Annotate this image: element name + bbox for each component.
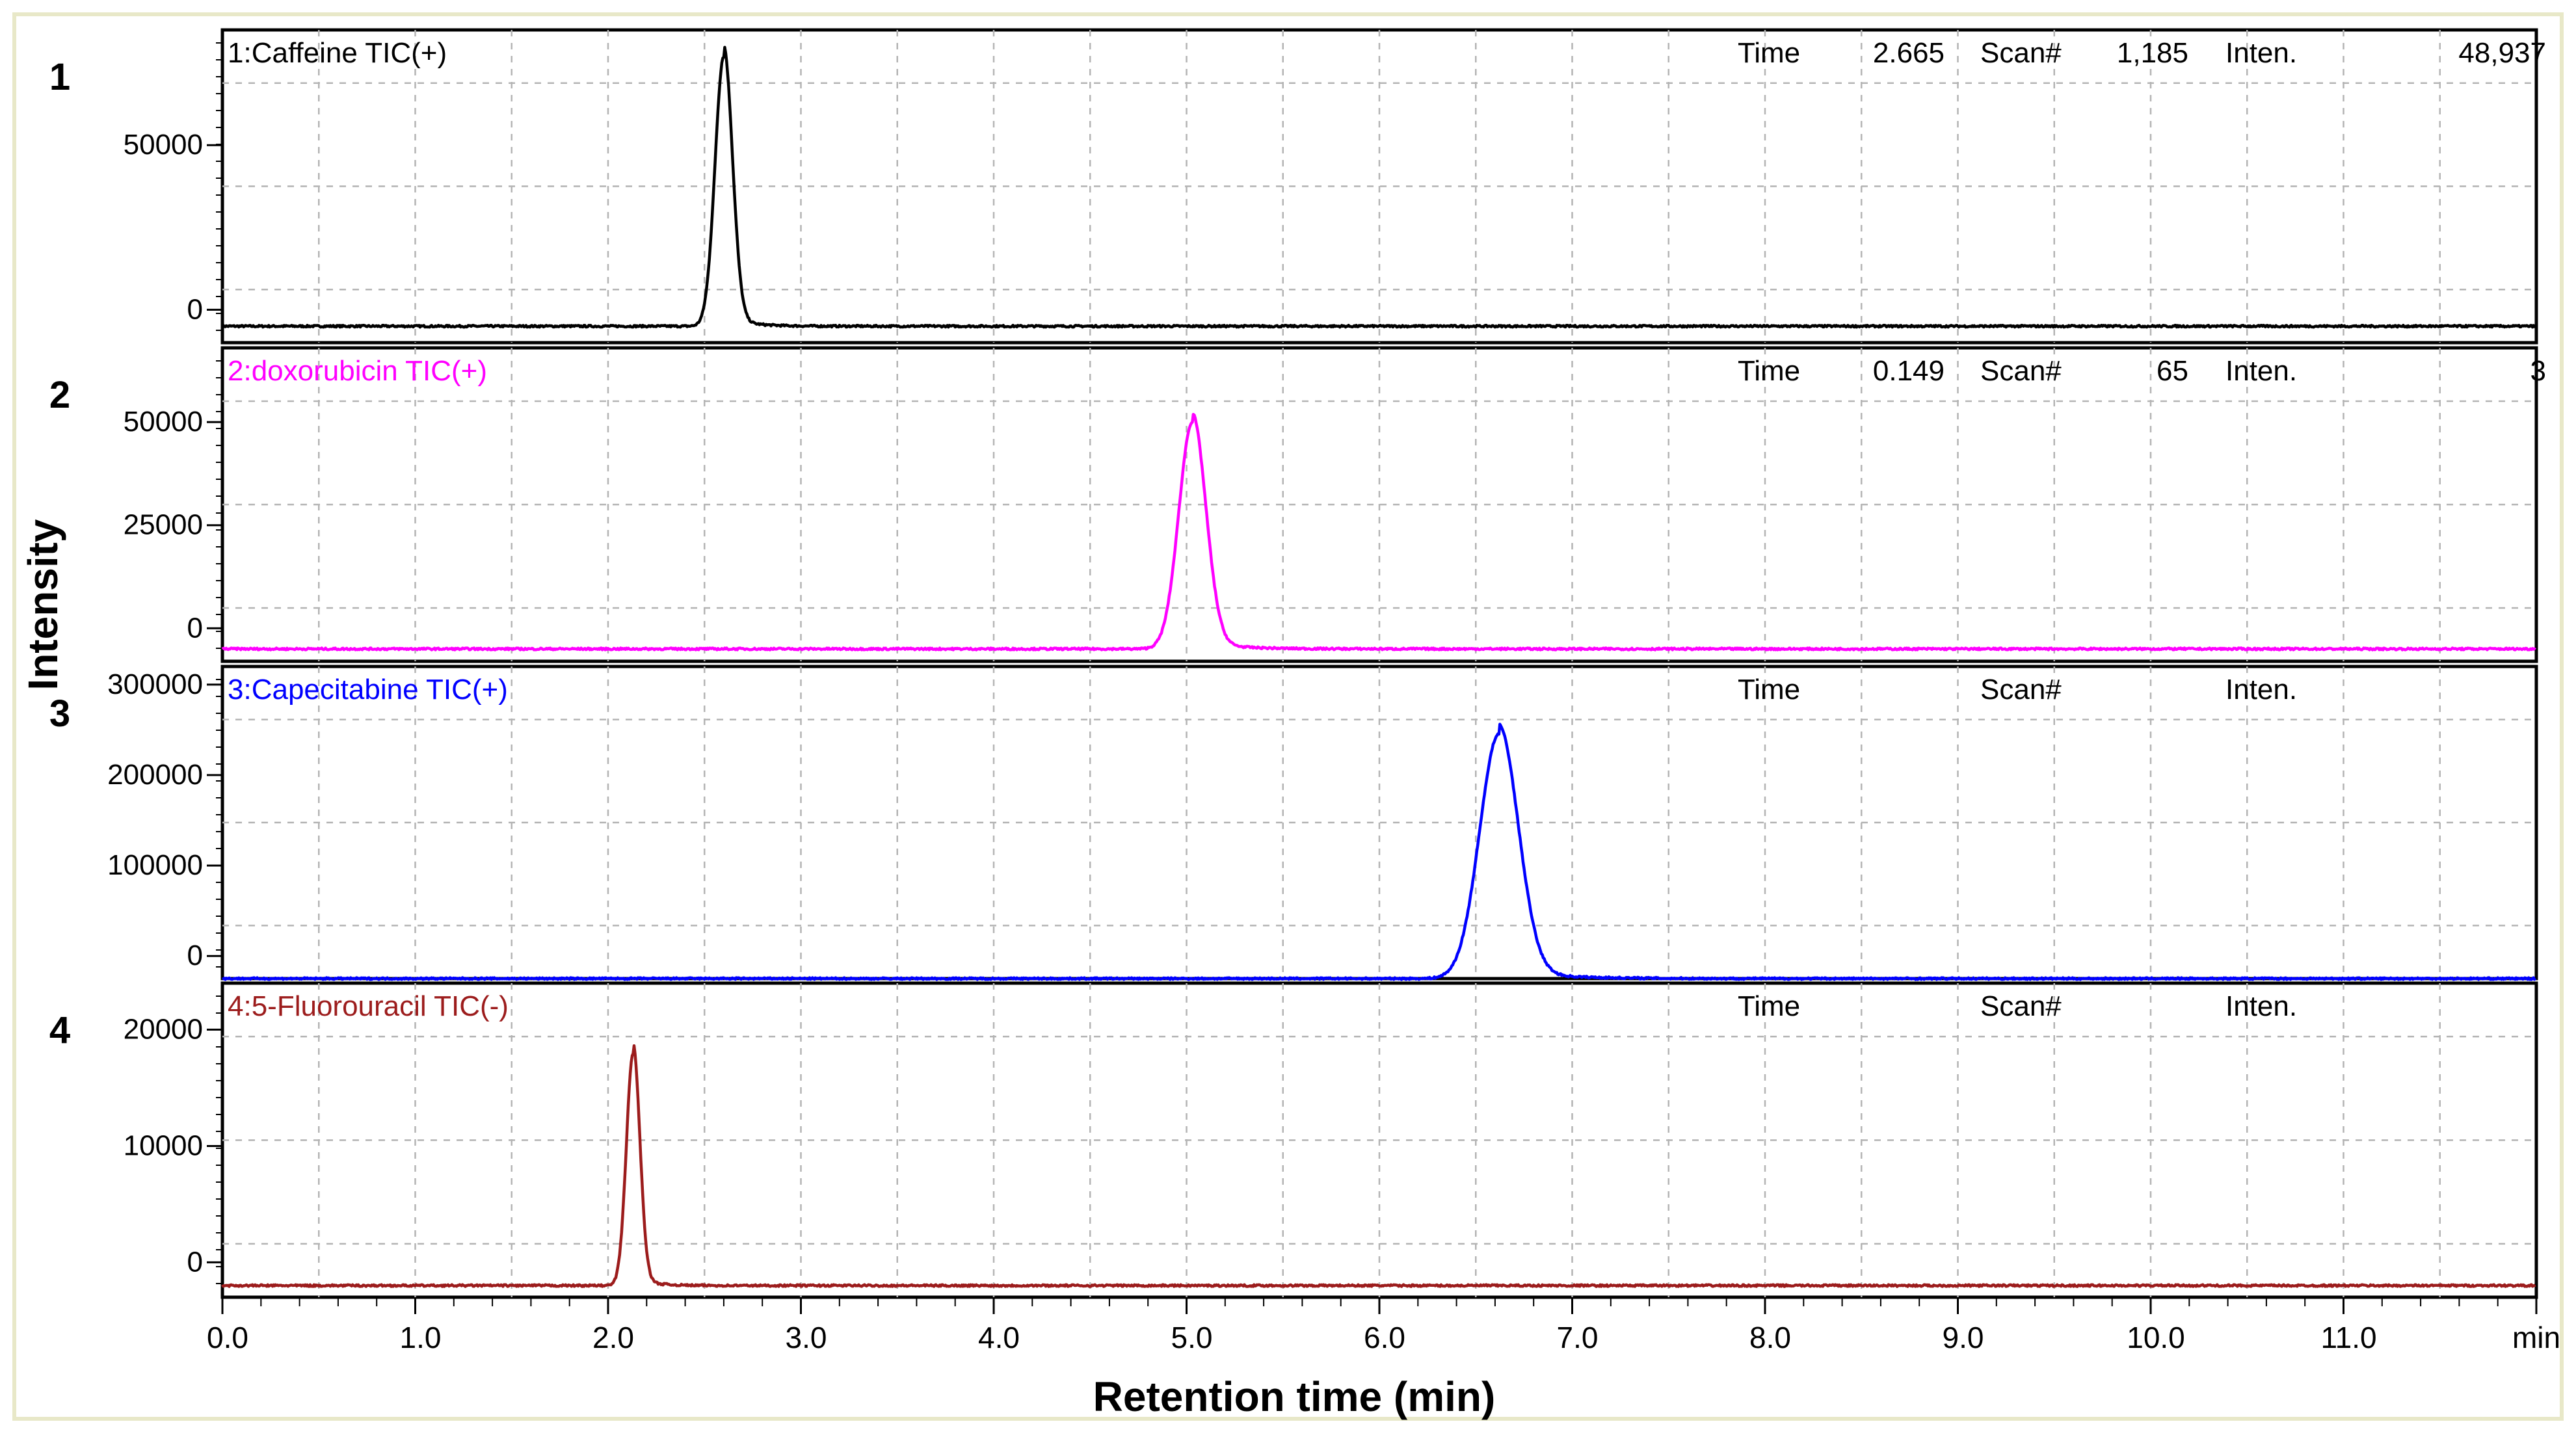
- trace-line: [222, 722, 2537, 981]
- panel-number: 1: [49, 56, 70, 98]
- info-scan: 1,185: [2117, 37, 2188, 69]
- panel-number: 3: [49, 692, 70, 735]
- x-tick-label: 11.0: [2320, 1321, 2376, 1354]
- y-tick-label: 0: [187, 940, 203, 971]
- y-tick-label: 50000: [124, 129, 203, 161]
- y-tick-label: 10000: [124, 1129, 203, 1161]
- x-tick-label: 5.0: [1171, 1321, 1213, 1354]
- panel-4: 0 10000 20000 4 4:5-Fluorouracil TIC(-) Time S…: [49, 981, 2538, 1299]
- y-tick-label: 50000: [124, 406, 203, 438]
- figure-border: [12, 12, 2564, 1421]
- y-tick-label: 0: [187, 293, 203, 325]
- x-tick-label: 7.0: [1557, 1321, 1599, 1354]
- info-inten: 3: [2530, 355, 2546, 387]
- x-tick-label: 4.0: [978, 1321, 1020, 1354]
- x-tick-label: 9.0: [1943, 1321, 1984, 1354]
- info-time-label: Time: [1738, 37, 1800, 69]
- y-tick-label: 100000: [107, 849, 203, 881]
- info-inten: 48,937: [2458, 37, 2546, 69]
- x-tick-label: 6.0: [1364, 1321, 1405, 1354]
- info-time: 2.665: [1873, 37, 1945, 69]
- info-inten-label: Inten.: [2225, 674, 2297, 705]
- trace-label: 2:doxorubicin TIC(+): [228, 355, 487, 387]
- x-tick-label: 3.0: [786, 1321, 827, 1354]
- x-tick-label: 2.0: [592, 1321, 634, 1354]
- x-unit-label: min: [2512, 1321, 2560, 1354]
- y-tick-label: 20000: [124, 1014, 203, 1046]
- trace-label: 3:Capecitabine TIC(+): [228, 674, 508, 705]
- x-tick-label: 10.0: [2127, 1321, 2185, 1354]
- panel-2: 0 25000 50000 2 2:doxorubicin TIC(+) Time 0.14…: [49, 346, 2546, 663]
- x-tick-label: 1.0: [400, 1321, 442, 1354]
- panel-1: 0 50000 1 1:Caffeine TIC(+) Time 2.665 Scan# 1,…: [49, 28, 2546, 345]
- info-scan-label: Scan#: [1980, 674, 2062, 705]
- trace-line: [221, 46, 2537, 329]
- y-axis-label: Intensity: [20, 519, 66, 691]
- y-tick-label: 0: [187, 612, 203, 644]
- info-inten-label: Inten.: [2225, 37, 2297, 69]
- panel-number: 4: [49, 1009, 70, 1051]
- info-time: 0.149: [1873, 355, 1945, 387]
- info-time-label: Time: [1738, 674, 1800, 705]
- info-scan-label: Scan#: [1980, 990, 2062, 1022]
- info-time-label: Time: [1738, 355, 1800, 387]
- trace-label: 1:Caffeine TIC(+): [228, 37, 447, 69]
- panel-3: 0 100000 200000 300000 3 3:Capecitabine TIC(+…: [49, 665, 2538, 981]
- y-tick-label: 300000: [107, 668, 203, 700]
- trace-label: 4:5-Fluorouracil TIC(-): [228, 990, 509, 1022]
- y-tick-label: 200000: [107, 759, 203, 791]
- x-tick-label: 8.0: [1749, 1321, 1791, 1354]
- trace-line: [221, 412, 2537, 652]
- info-inten-label: Inten.: [2225, 355, 2297, 387]
- info-time-label: Time: [1738, 990, 1800, 1022]
- panel-number: 2: [49, 374, 70, 416]
- info-scan-label: Scan#: [1980, 37, 2062, 69]
- y-tick-label: 25000: [124, 509, 203, 541]
- info-inten-label: Inten.: [2225, 990, 2297, 1022]
- trace-line: [221, 1044, 2536, 1288]
- y-tick-label: 0: [187, 1246, 203, 1278]
- info-scan-label: Scan#: [1980, 355, 2062, 387]
- x-axis-label: Retention time (min): [1093, 1373, 1496, 1420]
- info-scan: 65: [2157, 355, 2188, 387]
- x-tick-label: 0.0: [207, 1321, 248, 1354]
